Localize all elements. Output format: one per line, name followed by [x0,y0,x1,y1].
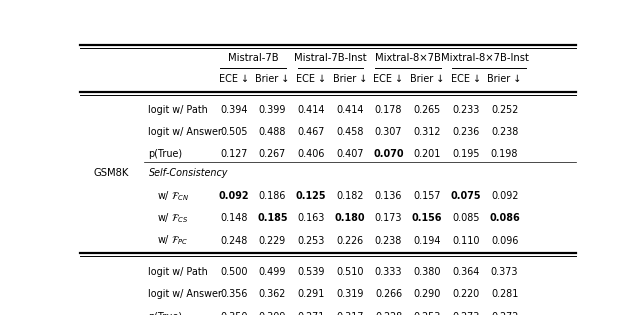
Text: 0.220: 0.220 [452,289,479,300]
Text: 0.157: 0.157 [413,191,441,201]
Text: 0.156: 0.156 [412,213,442,223]
Text: Brier ↓: Brier ↓ [333,74,367,84]
Text: Mixtral-8×7B: Mixtral-8×7B [375,54,441,63]
Text: p(True): p(True) [148,312,182,315]
Text: logit w/ Answer: logit w/ Answer [148,289,222,300]
Text: 0.252: 0.252 [491,105,518,115]
Text: 0.228: 0.228 [375,312,402,315]
Text: w/ $\mathcal{F}_{CN}$: w/ $\mathcal{F}_{CN}$ [157,189,189,203]
Text: 0.414: 0.414 [336,105,364,115]
Text: GSM8K: GSM8K [93,168,129,178]
Text: 0.399: 0.399 [259,105,286,115]
Text: 0.110: 0.110 [452,236,479,246]
Text: 0.272: 0.272 [491,312,518,315]
Text: 0.092: 0.092 [218,191,249,201]
Text: logit w/ Answer: logit w/ Answer [148,127,222,137]
Text: 0.510: 0.510 [336,267,364,277]
Text: Mixtral-8×7B-Inst: Mixtral-8×7B-Inst [442,54,529,63]
Text: 0.180: 0.180 [335,213,365,223]
Text: 0.253: 0.253 [298,236,325,246]
Text: ECE ↓: ECE ↓ [374,74,404,84]
Text: 0.096: 0.096 [491,236,518,246]
Text: 0.488: 0.488 [259,127,286,137]
Text: 0.075: 0.075 [451,191,481,201]
Text: 0.265: 0.265 [413,105,441,115]
Text: 0.307: 0.307 [375,127,403,137]
Text: ECE ↓: ECE ↓ [451,74,481,84]
Text: 0.198: 0.198 [491,149,518,159]
Text: 0.312: 0.312 [413,127,441,137]
Text: 0.319: 0.319 [336,289,364,300]
Text: 0.136: 0.136 [375,191,402,201]
Text: 0.182: 0.182 [336,191,364,201]
Text: 0.085: 0.085 [452,213,479,223]
Text: 0.253: 0.253 [413,312,441,315]
Text: logit w/ Path: logit w/ Path [148,267,208,277]
Text: ECE ↓: ECE ↓ [219,74,249,84]
Text: 0.127: 0.127 [220,149,248,159]
Text: 0.226: 0.226 [336,236,364,246]
Text: Brier ↓: Brier ↓ [255,74,290,84]
Text: 0.163: 0.163 [298,213,325,223]
Text: 0.125: 0.125 [296,191,326,201]
Text: 0.238: 0.238 [375,236,402,246]
Text: 0.290: 0.290 [413,289,441,300]
Text: w/ $\mathcal{F}_{PC}$: w/ $\mathcal{F}_{PC}$ [157,234,189,248]
Text: 0.271: 0.271 [298,312,325,315]
Text: 0.086: 0.086 [489,213,520,223]
Text: 0.178: 0.178 [375,105,403,115]
Text: 0.070: 0.070 [373,149,404,159]
Text: 0.364: 0.364 [452,267,479,277]
Text: 0.406: 0.406 [298,149,325,159]
Text: 0.266: 0.266 [375,289,402,300]
Text: 0.373: 0.373 [491,267,518,277]
Text: 0.500: 0.500 [220,267,248,277]
Text: 0.148: 0.148 [220,213,248,223]
Text: 0.499: 0.499 [259,267,286,277]
Text: 0.505: 0.505 [220,127,248,137]
Text: 0.273: 0.273 [452,312,479,315]
Text: Brier ↓: Brier ↓ [410,74,444,84]
Text: 0.201: 0.201 [413,149,441,159]
Text: 0.238: 0.238 [491,127,518,137]
Text: 0.229: 0.229 [259,236,286,246]
Text: Brier ↓: Brier ↓ [488,74,522,84]
Text: 0.194: 0.194 [413,236,441,246]
Text: 0.394: 0.394 [220,105,248,115]
Text: 0.092: 0.092 [491,191,518,201]
Text: Mistral-7B-Inst: Mistral-7B-Inst [294,54,367,63]
Text: 0.407: 0.407 [336,149,364,159]
Text: 0.539: 0.539 [298,267,325,277]
Text: 0.362: 0.362 [259,289,286,300]
Text: 0.195: 0.195 [452,149,479,159]
Text: 0.414: 0.414 [298,105,325,115]
Text: ECE ↓: ECE ↓ [296,74,326,84]
Text: 0.380: 0.380 [413,267,441,277]
Text: w/ $\mathcal{F}_{CS}$: w/ $\mathcal{F}_{CS}$ [157,211,189,225]
Text: 0.467: 0.467 [298,127,325,137]
Text: 0.281: 0.281 [491,289,518,300]
Text: 0.333: 0.333 [375,267,403,277]
Text: 0.233: 0.233 [452,105,479,115]
Text: 0.317: 0.317 [336,312,364,315]
Text: Self-Consistency: Self-Consistency [148,168,228,178]
Text: p(True): p(True) [148,149,182,159]
Text: 0.185: 0.185 [257,213,288,223]
Text: Mistral-7B: Mistral-7B [228,54,278,63]
Text: 0.248: 0.248 [220,236,248,246]
Text: 0.173: 0.173 [375,213,403,223]
Text: 0.267: 0.267 [259,149,286,159]
Text: 0.291: 0.291 [298,289,325,300]
Text: logit w/ Path: logit w/ Path [148,105,208,115]
Text: 0.309: 0.309 [259,312,286,315]
Text: 0.350: 0.350 [220,312,248,315]
Text: 0.356: 0.356 [220,289,248,300]
Text: 0.186: 0.186 [259,191,286,201]
Text: 0.458: 0.458 [336,127,364,137]
Text: 0.236: 0.236 [452,127,479,137]
